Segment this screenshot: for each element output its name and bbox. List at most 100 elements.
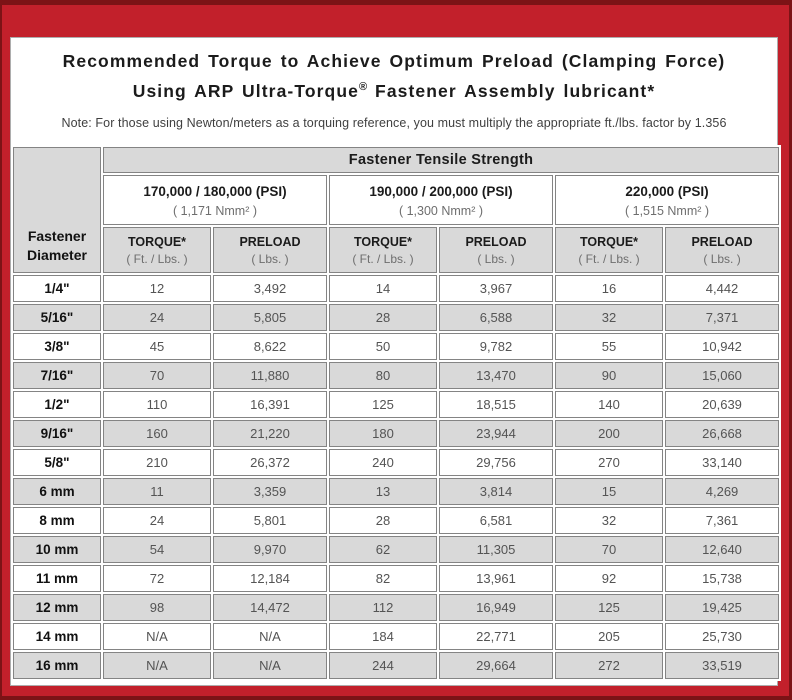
preload-cell: 29,756 [439,448,553,476]
torque-cell: 110 [103,390,211,418]
table-row: 1/2" 110 16,391 125 18,515 140 20,639 [13,390,780,418]
torque-header-2: TORQUE* ( Ft. / Lbs. ) [329,226,437,273]
nmm-label: ( 1,300 Nmm² ) [398,204,484,219]
torque-cell: 11 [103,477,211,505]
torque-cell: 240 [329,448,437,476]
table-row: 5/8" 210 26,372 240 29,756 270 33,140 [13,448,780,476]
torque-cell: 244 [329,651,437,679]
torque-header-1: TORQUE* ( Ft. / Lbs. ) [103,226,211,273]
torque-cell: 24 [103,506,211,534]
torque-unit: ( Ft. / Lbs. ) [126,252,188,267]
preload-cell: 7,371 [665,303,780,331]
table-row: 6 mm 11 3,359 13 3,814 15 4,269 [13,477,780,505]
table-row: 11 mm 72 12,184 82 13,961 92 15,738 [13,564,780,592]
table-row: 14 mm N/A N/A 184 22,771 205 25,730 [13,622,780,650]
preload-cell: 15,060 [665,361,780,389]
diameter-cell: 1/2" [13,390,101,418]
diameter-cell: 6 mm [13,477,101,505]
diameter-cell: 9/16" [13,419,101,447]
torque-cell: 24 [103,303,211,331]
preload-cell: 23,944 [439,419,553,447]
preload-header-3: PRELOAD ( Lbs. ) [665,226,780,273]
torque-label: TORQUE* [353,235,413,250]
red-border-frame: Recommended Torque to Achieve Optimum Pr… [2,5,789,696]
preload-cell: 20,639 [665,390,780,418]
torque-cell: 55 [555,332,663,360]
diameter-cell: 10 mm [13,535,101,563]
psi-group-190-200: 190,000 / 200,000 (PSI) ( 1,300 Nmm² ) [329,174,553,225]
diameter-cell: 12 mm [13,593,101,621]
preload-header-2: PRELOAD ( Lbs. ) [439,226,553,273]
torque-cell: 12 [103,274,211,302]
torque-header-3: TORQUE* ( Ft. / Lbs. ) [555,226,663,273]
preload-label: PRELOAD [239,235,301,250]
preload-cell: 33,140 [665,448,780,476]
preload-cell: 5,801 [213,506,327,534]
torque-cell: 272 [555,651,663,679]
preload-cell: 5,805 [213,303,327,331]
psi-label: 170,000 / 180,000 (PSI) [143,184,287,200]
preload-cell: 12,184 [213,564,327,592]
fastener-diameter-header: Fastener Diameter [13,146,101,273]
title-line-1: Recommended Torque to Achieve Optimum Pr… [62,51,726,71]
preload-unit: ( Lbs. ) [251,252,289,267]
nmm-label: ( 1,515 Nmm² ) [625,204,710,219]
preload-cell: 12,640 [665,535,780,563]
torque-cell: N/A [103,622,211,650]
preload-unit: ( Lbs. ) [703,252,741,267]
table-row: 10 mm 54 9,970 62 11,305 70 12,640 [13,535,780,563]
torque-cell: 70 [103,361,211,389]
title-line-2-prefix: Using ARP Ultra-Torque [132,80,359,101]
subheader-row: TORQUE* ( Ft. / Lbs. ) PRELOAD ( Lbs. ) … [13,226,780,273]
table-row: 12 mm 98 14,472 112 16,949 125 19,425 [13,593,780,621]
torque-cell: 54 [103,535,211,563]
title-line-2: Using ARP Ultra-Torque® Fastener Assembl… [17,74,771,104]
preload-cell: 11,305 [439,535,553,563]
preload-cell: N/A [213,622,327,650]
preload-cell: 15,738 [665,564,780,592]
torque-cell: 72 [103,564,211,592]
preload-cell: 16,391 [213,390,327,418]
preload-cell: 33,519 [665,651,780,679]
preload-header-1: PRELOAD ( Lbs. ) [213,226,327,273]
nmm-label: ( 1,171 Nmm² ) [172,204,258,219]
table-row: 3/8" 45 8,622 50 9,782 55 10,942 [13,332,780,360]
preload-cell: 26,668 [665,419,780,447]
torque-cell: 16 [555,274,663,302]
preload-unit: ( Lbs. ) [477,252,515,267]
preload-cell: 3,967 [439,274,553,302]
preload-cell: 19,425 [665,593,780,621]
torque-cell: N/A [103,651,211,679]
torque-cell: 14 [329,274,437,302]
preload-cell: 21,220 [213,419,327,447]
preload-cell: N/A [213,651,327,679]
torque-label: TORQUE* [127,235,187,250]
preload-cell: 13,470 [439,361,553,389]
preload-cell: 4,442 [665,274,780,302]
preload-cell: 18,515 [439,390,553,418]
psi-label: 220,000 (PSI) [625,184,709,200]
page-title: Recommended Torque to Achieve Optimum Pr… [17,48,771,104]
psi-group-220: 220,000 (PSI) ( 1,515 Nmm² ) [555,174,780,225]
preload-label: PRELOAD [465,235,527,250]
torque-cell: 45 [103,332,211,360]
table-row: 7/16" 70 11,880 80 13,470 90 15,060 [13,361,780,389]
table-row: 9/16" 160 21,220 180 23,944 200 26,668 [13,419,780,447]
preload-cell: 9,970 [213,535,327,563]
torque-cell: 80 [329,361,437,389]
preload-cell: 6,588 [439,303,553,331]
preload-cell: 9,782 [439,332,553,360]
preload-cell: 3,492 [213,274,327,302]
psi-label: 190,000 / 200,000 (PSI) [369,184,513,200]
torque-preload-table: Fastener Diameter Fastener Tensile Stren… [11,144,782,681]
torque-cell: 13 [329,477,437,505]
torque-cell: 62 [329,535,437,563]
preload-cell: 16,949 [439,593,553,621]
torque-cell: 200 [555,419,663,447]
torque-cell: 205 [555,622,663,650]
torque-cell: 50 [329,332,437,360]
torque-unit: ( Ft. / Lbs. ) [352,252,414,267]
torque-cell: 82 [329,564,437,592]
diameter-cell: 1/4" [13,274,101,302]
preload-cell: 3,814 [439,477,553,505]
